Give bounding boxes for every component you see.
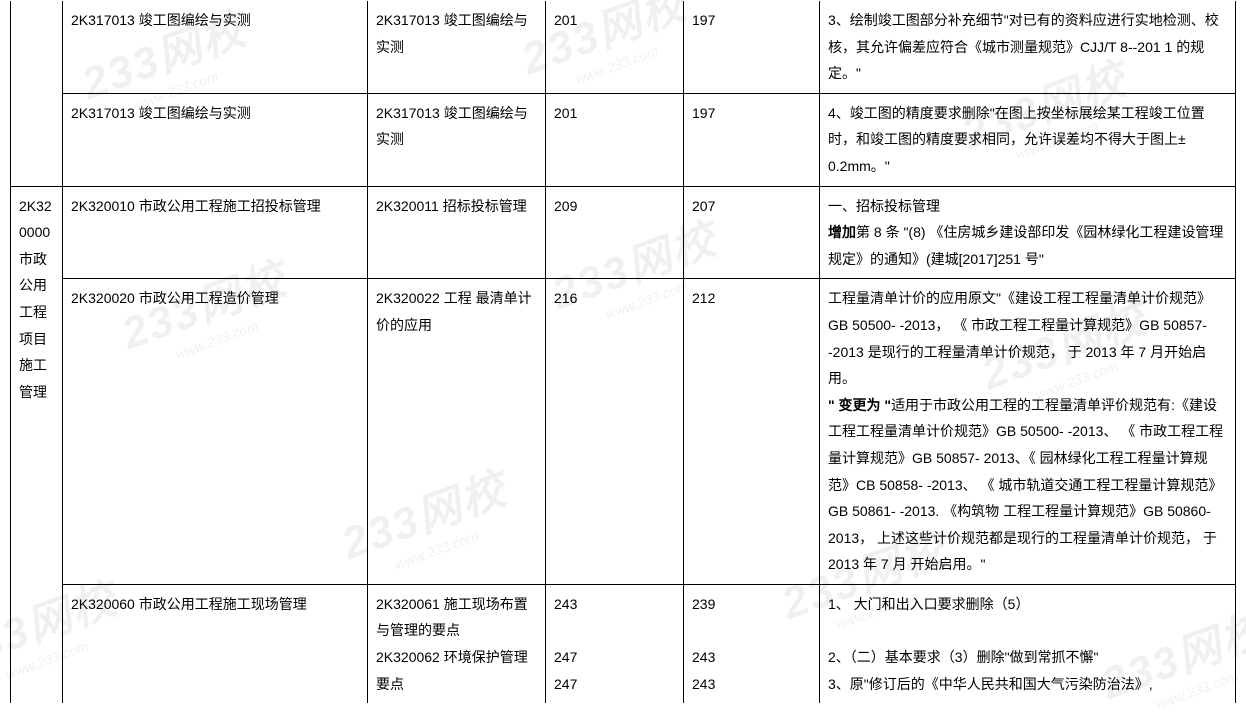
cell: 2K320020 市政公用工程造价管理 [63, 279, 368, 585]
bold-text: 增加 [828, 224, 856, 240]
cell: 243 247 247 [546, 584, 684, 703]
cell: 201 [546, 1, 684, 93]
table-row: 2K317013 竣工图编绘与实测 2K317013 竣工图编绘与实测 201 … [11, 93, 1236, 186]
cell: 4、竣工图的精度要求删除"在图上按坐标展绘某工程竣工位置时，和竣工图的精度要求相… [820, 93, 1236, 186]
cell: 209 [546, 186, 684, 279]
cell: 2K317013 竣工图编绘与实测 [368, 93, 546, 186]
cell [11, 1, 63, 186]
cell: 2K317013 竣工图编绘与实测 [63, 1, 368, 93]
table-row: 2K320000市政公用工程项目施工管理 2K320010 市政公用工程施工招投… [11, 186, 1236, 279]
cell: 3、绘制竣工图部分补充细节"对已有的资料应进行实地检测、校核，其允许偏差应符合《… [820, 1, 1236, 93]
cell: 197 [684, 93, 820, 186]
table-row: 2K320060 市政公用工程施工现场管理 2K320061 施工现场布置与管理… [11, 584, 1236, 703]
cell: 2K320011 招标投标管理 [368, 186, 546, 279]
bold-text: " 变更为 " [828, 397, 891, 413]
cell: 207 [684, 186, 820, 279]
cell: 239 243 243 [684, 584, 820, 703]
cell: 2K317013 竣工图编绘与实测 [368, 1, 546, 93]
cell: 工程量清单计价的应用原文"《建设工程工程量清单计价规范》GB 50500- -2… [820, 279, 1236, 585]
cell: 212 [684, 279, 820, 585]
cell: 201 [546, 93, 684, 186]
cell: 2K320022 工程 最清单计价的应用 [368, 279, 546, 585]
cell: 216 [546, 279, 684, 585]
cell: 2K317013 竣工图编绘与实测 [63, 93, 368, 186]
cell: 197 [684, 1, 820, 93]
table-row: 2K317013 竣工图编绘与实测 2K317013 竣工图编绘与实测 201 … [11, 1, 1236, 93]
cell: 2K320010 市政公用工程施工招投标管理 [63, 186, 368, 279]
cell: 1、 大门和出入口要求删除（5） 2、（二）基本要求（3）删除"做到常抓不懈" … [820, 584, 1236, 703]
table-row: 2K320020 市政公用工程造价管理 2K320022 工程 最清单计价的应用… [11, 279, 1236, 585]
cell: 一、招标投标管理增加第 8 条 "(8) 《住房城乡建设部印发《园林绿化工程建设… [820, 186, 1236, 279]
comparison-table: 2K317013 竣工图编绘与实测 2K317013 竣工图编绘与实测 201 … [10, 1, 1236, 703]
cell: 2K320060 市政公用工程施工现场管理 [63, 584, 368, 703]
cell: 2K320000市政公用工程项目施工管理 [11, 186, 63, 703]
cell: 2K320061 施工现场布置与管理的要点 2K320062 环境保护管理要点 [368, 584, 546, 703]
